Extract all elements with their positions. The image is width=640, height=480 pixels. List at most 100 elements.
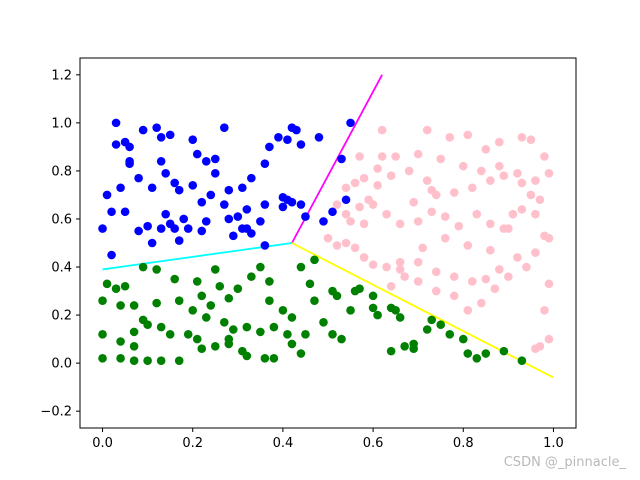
data-point-series-0	[197, 197, 207, 207]
data-point-series-2	[323, 233, 333, 243]
watermark: CSDN @_pinnacle_	[503, 455, 626, 470]
data-point-series-2	[373, 181, 382, 190]
data-point-series-1	[296, 262, 306, 272]
data-point-series-1	[436, 320, 446, 329]
data-point-series-0	[170, 224, 179, 233]
data-point-series-1	[319, 317, 328, 327]
data-point-series-0	[161, 169, 170, 178]
data-point-series-1	[183, 329, 193, 339]
data-point-series-1	[233, 284, 243, 293]
data-point-series-2	[359, 219, 369, 229]
data-point-series-2	[431, 267, 441, 277]
data-point-series-0	[107, 207, 116, 217]
data-point-series-2	[472, 209, 482, 219]
data-point-series-1	[481, 349, 491, 358]
data-point-series-1	[210, 342, 220, 351]
y-tick-label: −0.2	[40, 405, 72, 420]
data-point-series-2	[544, 169, 554, 178]
data-point-series-2	[382, 262, 391, 272]
data-point-series-0	[247, 229, 256, 238]
data-point-series-1	[409, 344, 418, 354]
data-point-series-2	[481, 274, 491, 284]
data-point-series-2	[517, 178, 527, 188]
data-point-series-0	[156, 157, 166, 166]
data-point-series-1	[197, 291, 207, 301]
data-point-series-0	[179, 214, 189, 224]
data-point-series-2	[467, 183, 477, 193]
data-point-series-1	[269, 322, 279, 332]
data-point-series-0	[210, 169, 220, 178]
data-point-series-1	[337, 334, 346, 344]
data-point-series-1	[278, 305, 288, 315]
data-point-series-2	[386, 281, 396, 291]
data-point-series-1	[174, 296, 184, 305]
data-point-series-1	[368, 303, 378, 313]
data-point-series-1	[98, 329, 107, 339]
data-point-series-2	[373, 164, 382, 173]
data-point-series-1	[120, 281, 130, 291]
data-point-series-1	[301, 329, 310, 339]
data-point-series-2	[477, 298, 486, 308]
data-point-series-1	[346, 305, 355, 315]
data-point-series-1	[116, 354, 125, 363]
x-tick-label: 0.0	[92, 436, 113, 451]
x-tick-label: 0.4	[273, 436, 294, 451]
data-point-series-1	[472, 354, 482, 363]
data-point-series-1	[152, 298, 161, 308]
data-point-series-1	[174, 356, 184, 366]
data-point-series-1	[224, 339, 234, 349]
data-point-series-2	[377, 125, 387, 135]
data-point-series-2	[531, 248, 540, 257]
data-point-series-0	[296, 140, 306, 149]
data-point-series-1	[395, 313, 405, 322]
data-point-series-2	[400, 272, 409, 281]
x-tick-label: 0.6	[363, 436, 384, 451]
data-point-series-0	[247, 173, 256, 183]
data-point-series-0	[170, 178, 179, 188]
data-point-series-1	[102, 279, 112, 289]
data-point-series-0	[224, 214, 234, 224]
data-point-series-1	[129, 342, 139, 351]
x-tick-label: 1.0	[543, 436, 564, 451]
data-point-series-0	[152, 123, 161, 132]
data-point-series-2	[531, 209, 540, 219]
data-point-series-0	[274, 132, 283, 142]
data-point-series-2	[413, 277, 423, 286]
data-point-series-2	[404, 166, 414, 176]
data-point-series-2	[495, 161, 504, 171]
data-point-series-2	[341, 238, 351, 248]
data-point-series-2	[508, 209, 518, 219]
data-point-series-2	[504, 224, 513, 233]
data-point-series-2	[409, 197, 418, 207]
data-point-series-0	[138, 125, 148, 135]
x-axis-ticks: 0.0 0.2 0.4 0.6 0.8 1.0	[92, 428, 564, 451]
data-point-series-2	[544, 279, 554, 289]
y-tick-label: 1.0	[51, 116, 72, 131]
data-point-series-0	[134, 226, 143, 236]
data-point-series-2	[395, 265, 405, 274]
data-point-series-1	[197, 344, 207, 354]
y-tick-label: 1.2	[51, 68, 72, 83]
data-point-series-0	[219, 123, 229, 132]
data-point-series-0	[201, 217, 211, 226]
data-point-series-2	[463, 241, 473, 250]
data-point-series-1	[283, 329, 292, 339]
boundary-line-1	[102, 242, 293, 271]
data-point-series-0	[337, 154, 346, 164]
data-point-series-2	[386, 171, 396, 181]
data-point-series-0	[134, 173, 143, 183]
data-point-series-2	[355, 202, 364, 212]
data-point-series-2	[413, 257, 423, 267]
data-point-series-1	[463, 349, 473, 358]
data-point-series-2	[504, 272, 513, 281]
data-point-series-1	[305, 279, 315, 289]
axes-frame	[79, 57, 577, 429]
data-point-series-2	[477, 166, 486, 176]
data-point-series-2	[467, 277, 477, 286]
data-point-series-0	[292, 125, 301, 135]
data-point-series-1	[427, 315, 437, 325]
data-point-series-1	[328, 329, 337, 339]
y-tick-label: 0.8	[51, 164, 72, 179]
data-point-series-2	[355, 152, 364, 161]
data-point-series-0	[328, 207, 337, 217]
